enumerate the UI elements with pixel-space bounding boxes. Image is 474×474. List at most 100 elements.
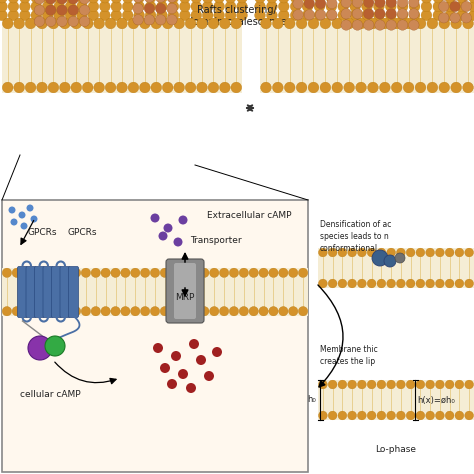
Circle shape [144,15,155,25]
Circle shape [91,268,100,277]
Circle shape [266,0,277,3]
Circle shape [27,204,34,211]
Circle shape [436,380,444,389]
Text: GPCRs: GPCRs [28,228,57,237]
Circle shape [229,268,238,277]
Circle shape [469,1,474,12]
Circle shape [409,0,419,8]
Circle shape [122,0,133,3]
Circle shape [145,1,156,12]
Circle shape [350,0,360,3]
Circle shape [291,10,301,20]
Circle shape [196,355,206,365]
Circle shape [338,411,347,420]
Circle shape [81,307,91,316]
Circle shape [439,82,450,93]
Circle shape [168,10,179,20]
Text: Rafts clustering/
domain coalescence: Rafts clustering/ domain coalescence [187,5,287,27]
Circle shape [380,18,390,29]
Circle shape [48,82,59,93]
Circle shape [71,18,82,29]
Circle shape [239,268,248,277]
Circle shape [427,18,438,29]
Circle shape [105,82,116,93]
Circle shape [52,307,61,316]
Circle shape [167,15,177,25]
Circle shape [461,12,472,23]
Circle shape [200,268,209,277]
Circle shape [31,10,42,20]
Circle shape [190,307,199,316]
Text: Transporter: Transporter [190,236,242,245]
Circle shape [397,1,408,12]
Circle shape [88,1,99,12]
Circle shape [8,1,19,12]
Circle shape [174,82,184,93]
Circle shape [214,0,225,3]
Circle shape [62,268,71,277]
Circle shape [433,10,444,20]
Circle shape [122,1,133,12]
Circle shape [144,0,155,2]
Circle shape [12,268,21,277]
Circle shape [375,20,385,30]
Circle shape [377,411,386,420]
Circle shape [19,0,30,3]
Circle shape [416,279,425,288]
Text: cellular cAMP: cellular cAMP [20,390,81,399]
Circle shape [326,1,337,12]
Circle shape [30,216,37,222]
Circle shape [82,82,93,93]
Circle shape [314,1,325,12]
Circle shape [451,18,462,29]
Circle shape [261,82,271,93]
Bar [2,18,242,93]
Circle shape [42,0,53,3]
Circle shape [2,307,11,316]
Circle shape [57,16,67,27]
Circle shape [60,82,70,93]
Circle shape [160,363,170,373]
Circle shape [249,307,258,316]
Circle shape [219,82,230,93]
Circle shape [111,1,122,12]
Circle shape [131,268,140,277]
Circle shape [403,82,414,93]
Circle shape [356,18,366,29]
Circle shape [338,0,348,3]
Circle shape [77,0,87,3]
Circle shape [82,18,93,29]
Circle shape [239,307,248,316]
Circle shape [48,18,59,29]
Circle shape [409,10,420,20]
Circle shape [131,307,140,316]
Circle shape [36,82,47,93]
Circle shape [341,0,351,8]
Circle shape [465,279,474,288]
Circle shape [170,307,179,316]
Circle shape [314,10,325,20]
Circle shape [173,237,182,246]
Circle shape [308,82,319,93]
FancyBboxPatch shape [174,263,196,319]
Circle shape [72,268,81,277]
Circle shape [91,307,100,316]
Circle shape [439,18,450,29]
Circle shape [155,0,166,2]
Circle shape [0,10,7,20]
Circle shape [79,16,90,27]
Circle shape [299,307,308,316]
Text: Densification of ac
species leads to n
conformational: Densification of ac species leads to n c… [320,220,392,253]
Circle shape [0,1,7,12]
Circle shape [357,411,366,420]
Circle shape [326,0,337,3]
FancyBboxPatch shape [35,266,45,318]
Circle shape [121,268,130,277]
Circle shape [421,1,432,12]
Circle shape [364,9,374,19]
Circle shape [357,248,366,257]
Circle shape [202,1,213,12]
Circle shape [189,339,199,349]
Circle shape [289,268,298,277]
Circle shape [10,219,18,226]
